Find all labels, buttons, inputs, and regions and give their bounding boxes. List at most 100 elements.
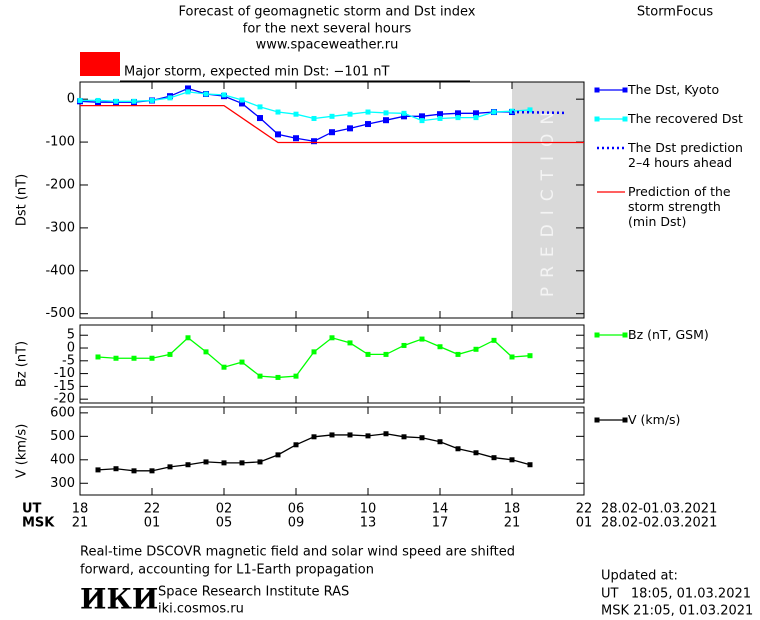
storm-annotation: Major storm, expected min Dst: −101 nT <box>124 65 390 80</box>
data-point <box>95 97 101 103</box>
data-point <box>113 355 119 361</box>
x-row-label: UT <box>22 502 42 517</box>
data-point <box>95 354 101 360</box>
data-point <box>437 115 443 121</box>
data-point <box>203 91 209 97</box>
data-point <box>401 113 407 120</box>
x-date: 28.02-01.03.2021 <box>601 502 717 517</box>
x-date: 28.02-02.03.2021 <box>601 516 717 531</box>
legend-marker <box>594 417 600 423</box>
brand: StormFocus <box>637 5 713 20</box>
data-point <box>437 344 443 350</box>
institute: Space Research Institute RAS <box>158 585 349 600</box>
x-tick-label-msk: 13 <box>360 516 377 531</box>
y-tick-label: -500 <box>45 306 75 321</box>
logo: ИКИ <box>80 583 158 616</box>
plot-frame <box>79 81 585 319</box>
plot-frame <box>79 406 585 496</box>
y-tick-label: -10 <box>54 366 75 381</box>
y-tick-label: 500 <box>50 429 75 444</box>
data-point <box>365 351 371 357</box>
series-line <box>80 104 584 144</box>
y-axis-label: Bz (nT) <box>15 341 30 387</box>
data-point <box>365 121 371 128</box>
data-point <box>383 110 389 116</box>
y-tick-label: -5 <box>62 353 75 368</box>
legend-marker <box>594 116 600 122</box>
legend-label: Prediction of the storm strength (min Ds… <box>628 184 731 229</box>
title-line: Forecast of geomagnetic storm and Dst in… <box>178 5 475 20</box>
x-tick-label: 14 <box>432 502 449 517</box>
data-point <box>473 115 479 121</box>
data-point <box>239 460 245 466</box>
data-point <box>509 354 515 360</box>
data-point <box>455 351 461 357</box>
data-point <box>419 118 425 124</box>
x-row-label: MSK <box>22 516 55 531</box>
data-point <box>275 374 281 380</box>
data-point <box>473 346 479 352</box>
data-point <box>455 110 461 117</box>
x-tick-label-msk: 21 <box>72 516 89 531</box>
data-point <box>239 359 245 365</box>
data-point <box>221 92 227 98</box>
x-tick-label: 02 <box>216 502 233 517</box>
series-line <box>511 110 567 115</box>
data-point <box>509 108 515 114</box>
data-point <box>491 109 497 115</box>
data-point <box>77 97 83 103</box>
data-point <box>293 135 299 142</box>
legend-marker <box>594 332 600 338</box>
legend-marker <box>622 417 628 423</box>
data-point <box>257 115 263 122</box>
data-point <box>527 107 533 113</box>
data-point <box>185 335 191 341</box>
data-point <box>311 115 317 121</box>
y-tick-label: -400 <box>45 263 75 278</box>
data-point <box>149 97 155 103</box>
legend-marker <box>622 87 628 93</box>
data-point <box>491 337 497 343</box>
y-tick-label: 0 <box>67 341 75 356</box>
series-line <box>97 433 531 472</box>
data-point <box>293 111 299 117</box>
data-point <box>383 117 389 124</box>
data-point <box>203 349 209 355</box>
x-tick-label: 18 <box>72 502 89 517</box>
data-point <box>527 462 533 468</box>
data-point <box>131 355 137 361</box>
data-point <box>455 115 461 121</box>
y-tick-label: 300 <box>50 476 75 491</box>
data-point <box>329 129 335 136</box>
data-point <box>401 434 407 440</box>
x-tick-label-msk: 17 <box>432 516 449 531</box>
legend-marker <box>594 87 600 93</box>
series-line <box>97 336 531 379</box>
data-point <box>401 110 407 116</box>
data-point <box>293 373 299 379</box>
y-tick-label: -300 <box>45 220 75 235</box>
data-point <box>383 351 389 357</box>
data-point <box>365 109 371 115</box>
data-point <box>185 462 191 468</box>
data-point <box>401 342 407 348</box>
data-point <box>383 431 389 437</box>
data-point <box>293 442 299 448</box>
x-tick-label: 22 <box>144 502 161 517</box>
title-line: www.spaceweather.ru <box>256 38 399 53</box>
footer-note: forward, accounting for L1-Earth propaga… <box>80 563 374 578</box>
legend-label: Bz (nT, GSM) <box>628 327 709 342</box>
data-point <box>167 351 173 357</box>
data-point <box>329 335 335 341</box>
data-point <box>257 104 263 110</box>
data-point <box>347 340 353 346</box>
data-point <box>149 355 155 361</box>
legend-label: V (km/s) <box>628 412 681 427</box>
data-point <box>167 464 173 470</box>
data-point <box>311 349 317 355</box>
data-point <box>257 459 263 465</box>
data-point <box>275 131 281 138</box>
y-axis-label: V (km/s) <box>15 424 30 479</box>
title-line: for the next several hours <box>243 22 412 37</box>
